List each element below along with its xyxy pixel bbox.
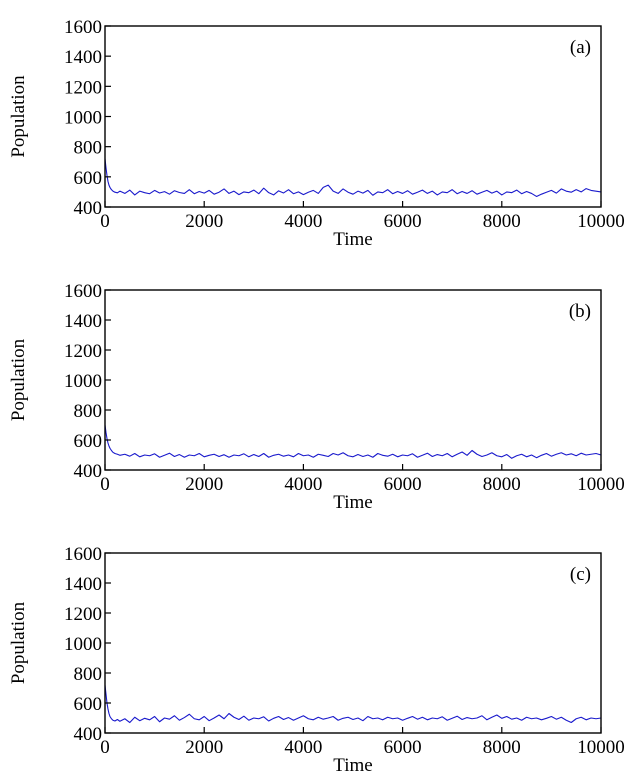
plot-frame: [104, 289, 602, 471]
y-tick-label: 400: [74, 724, 103, 745]
x-tick-label: 6000: [384, 211, 422, 232]
y-tick-label: 1600: [64, 17, 102, 38]
panel-label: (b): [569, 301, 591, 322]
y-tick-label: 1600: [64, 281, 102, 302]
x-tick-label: 6000: [384, 737, 422, 758]
y-tick-label: 1000: [64, 108, 102, 129]
y-tick-label: 600: [74, 168, 103, 189]
y-axis-label: Population: [8, 75, 29, 158]
panel-1: 0 2000 4000 6000 8000 10000 400 600 800 1000 1200 1…: [8, 281, 625, 513]
plot-frame: [104, 25, 602, 208]
x-tick-label: 4000: [284, 737, 322, 758]
y-tick-label: 800: [74, 664, 103, 685]
x-tick-label: 0: [100, 474, 110, 495]
plot-frame: [104, 552, 602, 734]
y-tick-label: 1200: [64, 341, 102, 362]
y-tick-label: 1600: [64, 544, 102, 565]
y-tick-label: 1200: [64, 77, 102, 98]
x-axis-label: Time: [333, 492, 372, 513]
x-tick-label: 10000: [577, 737, 625, 758]
x-tick-label: 2000: [185, 737, 223, 758]
x-tick-label: 0: [100, 737, 110, 758]
x-tick-label: 8000: [483, 211, 521, 232]
y-tick-label: 1200: [64, 604, 102, 625]
panel-0: 0 2000 4000 6000 8000 10000 400 600 800 1000 1200 1…: [8, 17, 625, 250]
panel-2: 0 2000 4000 6000 8000 10000 400 600 800 1000 1200 1…: [8, 544, 625, 776]
y-tick-label: 1000: [64, 371, 102, 392]
y-tick-label: 1000: [64, 634, 102, 655]
panel-label: (c): [570, 564, 591, 585]
y-axis-label: Population: [8, 601, 29, 684]
y-tick-label: 400: [74, 198, 103, 219]
x-axis-label: Time: [333, 755, 372, 776]
y-tick-label: 1400: [64, 574, 102, 595]
y-tick-label: 400: [74, 461, 103, 482]
series-line-0-0: [104, 158, 602, 197]
x-tick-label: 4000: [284, 474, 322, 495]
x-tick-label: 10000: [577, 474, 625, 495]
x-tick-label: 6000: [384, 474, 422, 495]
y-tick-label: 600: [74, 694, 103, 715]
x-tick-label: 10000: [577, 211, 625, 232]
y-axis-label: Population: [8, 338, 29, 421]
y-tick-label: 1400: [64, 311, 102, 332]
x-axis-label: Time: [333, 229, 372, 250]
y-tick-label: 800: [74, 401, 103, 422]
x-tick-label: 4000: [284, 211, 322, 232]
x-tick-label: 8000: [483, 474, 521, 495]
y-tick-label: 1400: [64, 47, 102, 68]
panel-label: (a): [570, 37, 591, 58]
series-line-2-0: [104, 684, 602, 724]
x-tick-label: 0: [100, 211, 110, 232]
x-tick-label: 2000: [185, 474, 223, 495]
x-tick-label: 8000: [483, 737, 521, 758]
y-tick-label: 600: [74, 431, 103, 452]
series-line-1-0: [104, 424, 602, 459]
y-tick-label: 800: [74, 138, 103, 159]
x-tick-label: 2000: [185, 211, 223, 232]
